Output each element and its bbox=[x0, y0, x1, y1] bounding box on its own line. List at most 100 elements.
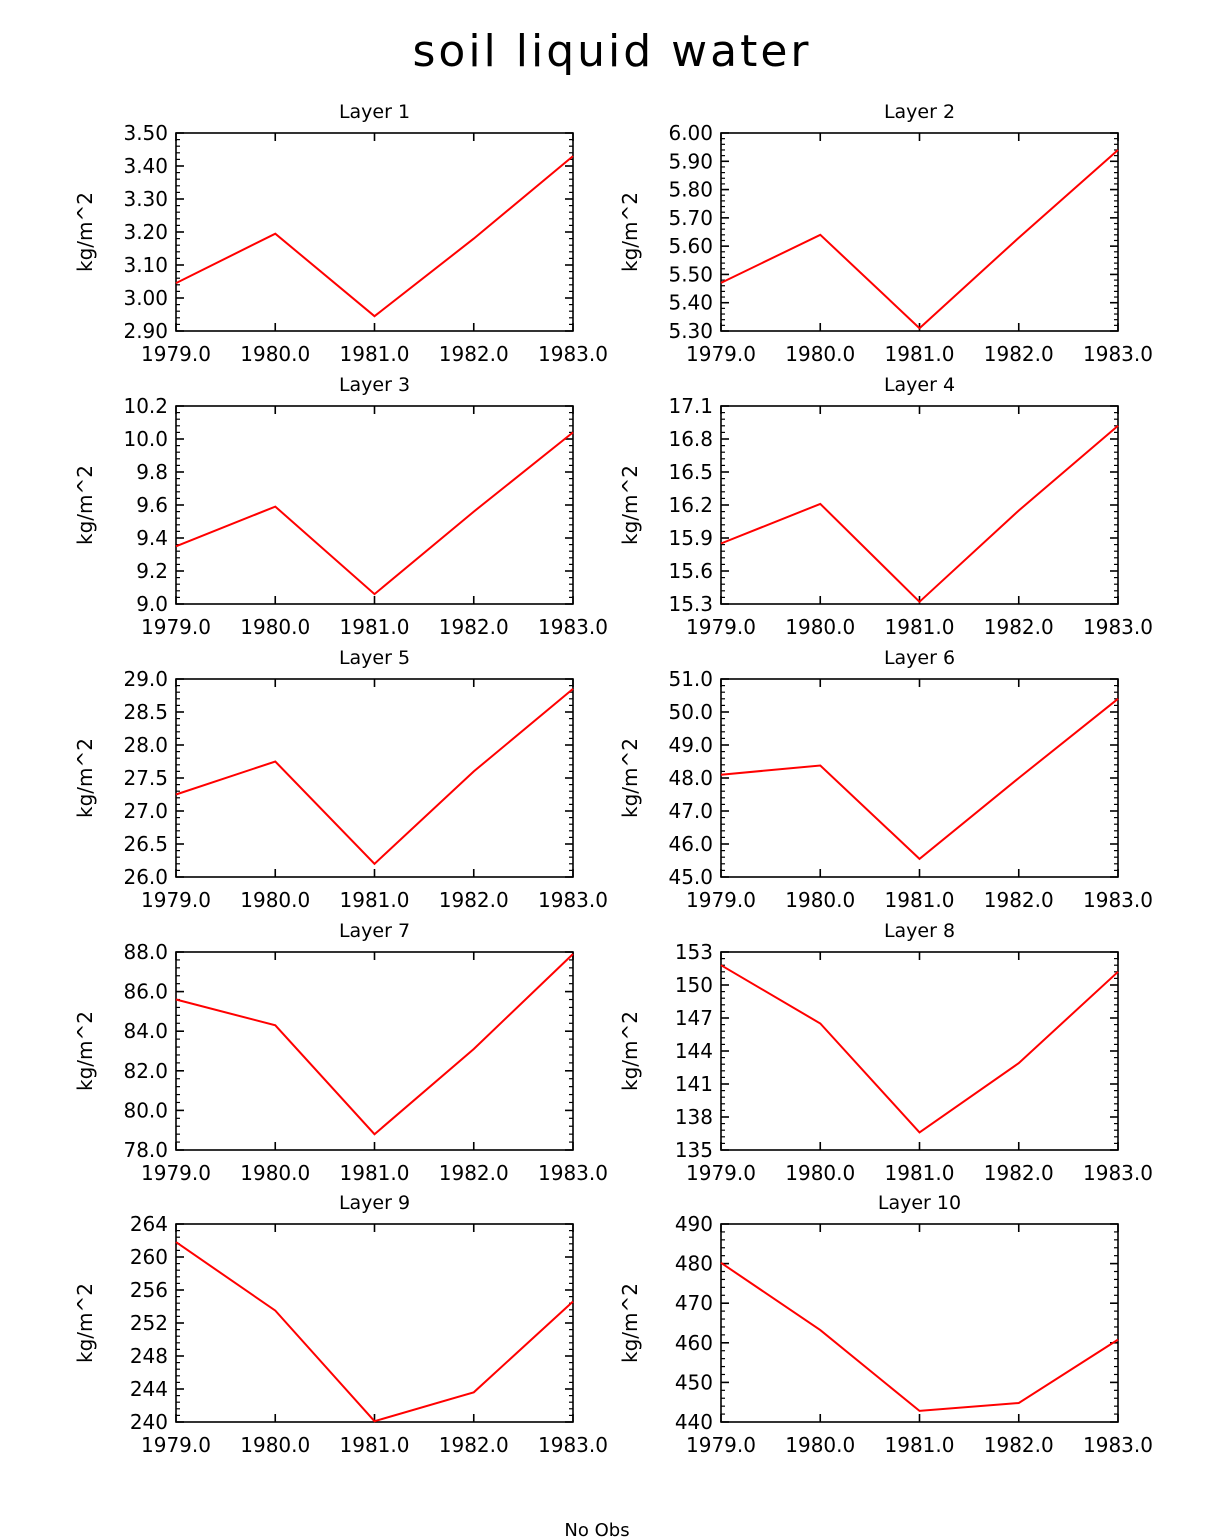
x-tick-label: 1980.0 bbox=[240, 1161, 310, 1185]
y-tick-label: 5.30 bbox=[668, 319, 713, 343]
y-tick-label: 16.5 bbox=[668, 460, 713, 484]
x-tick-label: 1982.0 bbox=[984, 615, 1054, 639]
y-tick-label: 3.10 bbox=[123, 253, 168, 277]
y-tick-label: 490 bbox=[675, 1212, 713, 1236]
x-tick-label: 1980.0 bbox=[240, 1433, 310, 1457]
chart-panel-6: Layer 6 kg/m^2 1979.0 1980.0 1981.0 1982.0 198… bbox=[618, 647, 1153, 912]
x-tick-label: 1981.0 bbox=[340, 342, 410, 366]
x-tick-label: 1982.0 bbox=[439, 888, 509, 912]
panel-title: Layer 7 bbox=[339, 920, 410, 942]
y-tick-label: 28.0 bbox=[123, 733, 168, 757]
data-series-line bbox=[175, 1241, 574, 1423]
y-tick-label: 256 bbox=[130, 1278, 168, 1302]
y-tick-label: 9.6 bbox=[136, 493, 168, 517]
x-tick-label: 1982.0 bbox=[984, 1433, 1054, 1457]
x-tick-label: 1982.0 bbox=[984, 1161, 1054, 1185]
chart-panel-7: Layer 7 kg/m^2 1979.0 1980.0 1981.0 1982.0 198… bbox=[73, 920, 608, 1185]
y-tick-label: 5.60 bbox=[668, 234, 713, 258]
x-tick-label: 1981.0 bbox=[340, 888, 410, 912]
x-tick-label: 1979.0 bbox=[141, 1433, 211, 1457]
panel-title: Layer 9 bbox=[339, 1192, 410, 1214]
y-tick-label: 2.90 bbox=[123, 319, 168, 343]
y-tick-label: 5.90 bbox=[668, 149, 713, 173]
y-tick-label: 6.00 bbox=[668, 121, 713, 145]
data-series-line bbox=[720, 698, 1119, 861]
y-tick-label: 84.0 bbox=[123, 1019, 168, 1043]
panel-title: Layer 10 bbox=[878, 1192, 961, 1214]
data-series-line bbox=[720, 1261, 1119, 1412]
x-tick-label: 1979.0 bbox=[686, 342, 756, 366]
y-tick-label: 260 bbox=[130, 1245, 168, 1269]
y-tick-label: 248 bbox=[130, 1344, 168, 1368]
chart-panel-9: Layer 9 kg/m^2 1979.0 1980.0 1981.0 1982.0 198… bbox=[73, 1192, 608, 1457]
panel-title: Layer 4 bbox=[884, 374, 955, 396]
x-tick-label: 1981.0 bbox=[340, 615, 410, 639]
y-tick-label: 78.0 bbox=[123, 1138, 168, 1162]
y-tick-label: 9.2 bbox=[136, 559, 168, 583]
x-tick-label: 1979.0 bbox=[686, 1433, 756, 1457]
y-tick-label: 51.0 bbox=[668, 667, 713, 691]
x-tick-label: 1981.0 bbox=[885, 615, 955, 639]
x-tick-label: 1980.0 bbox=[785, 342, 855, 366]
y-axis-label: kg/m^2 bbox=[73, 738, 97, 818]
y-tick-label: 5.80 bbox=[668, 178, 713, 202]
panel-title: Layer 8 bbox=[884, 920, 955, 942]
data-series-line bbox=[175, 155, 574, 318]
y-tick-label: 3.20 bbox=[123, 220, 168, 244]
x-tick-label: 1982.0 bbox=[439, 1161, 509, 1185]
x-tick-label: 1981.0 bbox=[885, 342, 955, 366]
x-tick-label: 1980.0 bbox=[785, 615, 855, 639]
x-tick-label: 1979.0 bbox=[141, 342, 211, 366]
y-tick-label: 153 bbox=[675, 940, 713, 964]
x-tick-label: 1983.0 bbox=[538, 1433, 608, 1457]
x-tick-label: 1982.0 bbox=[439, 1433, 509, 1457]
chart-panel-8: Layer 8 kg/m^2 1979.0 1980.0 1981.0 1982.0 198… bbox=[618, 920, 1153, 1185]
chart-panel-1: Layer 1 kg/m^2 1979.0 1980.0 1981.0 1982.0 198… bbox=[73, 101, 608, 366]
x-tick-label: 1982.0 bbox=[439, 615, 509, 639]
y-tick-label: 9.4 bbox=[136, 526, 168, 550]
chart-panel-3: Layer 3 kg/m^2 1979.0 1980.0 1981.0 1982.0 198… bbox=[73, 374, 608, 639]
data-series-line bbox=[720, 149, 1119, 330]
x-tick-label: 1981.0 bbox=[885, 888, 955, 912]
y-axis-label: kg/m^2 bbox=[73, 465, 97, 545]
panel-title: Layer 5 bbox=[339, 647, 410, 669]
x-tick-label: 1980.0 bbox=[785, 888, 855, 912]
y-axis-label: kg/m^2 bbox=[618, 192, 642, 272]
y-tick-label: 264 bbox=[130, 1212, 168, 1236]
x-tick-label: 1983.0 bbox=[1083, 1433, 1153, 1457]
chart-panel-10: Layer 10 kg/m^2 1979.0 1980.0 1981.0 1982.0 19… bbox=[618, 1192, 1153, 1457]
x-tick-label: 1981.0 bbox=[340, 1161, 410, 1185]
y-axis-label: kg/m^2 bbox=[618, 1011, 642, 1091]
y-tick-label: 147 bbox=[675, 1006, 713, 1030]
y-tick-label: 450 bbox=[675, 1370, 713, 1394]
y-tick-label: 150 bbox=[675, 973, 713, 997]
x-tick-label: 1979.0 bbox=[686, 615, 756, 639]
y-tick-label: 10.2 bbox=[123, 394, 168, 418]
x-tick-label: 1982.0 bbox=[439, 342, 509, 366]
x-tick-label: 1980.0 bbox=[240, 342, 310, 366]
y-tick-label: 49.0 bbox=[668, 733, 713, 757]
y-tick-label: 135 bbox=[675, 1138, 713, 1162]
data-series-line bbox=[175, 953, 574, 1136]
y-tick-label: 15.6 bbox=[668, 559, 713, 583]
y-tick-label: 26.0 bbox=[123, 865, 168, 889]
y-tick-label: 5.50 bbox=[668, 262, 713, 286]
y-tick-label: 3.30 bbox=[123, 187, 168, 211]
y-tick-label: 470 bbox=[675, 1291, 713, 1315]
x-tick-label: 1980.0 bbox=[785, 1433, 855, 1457]
y-tick-label: 80.0 bbox=[123, 1098, 168, 1122]
x-tick-label: 1979.0 bbox=[141, 888, 211, 912]
y-tick-label: 47.0 bbox=[668, 799, 713, 823]
y-tick-label: 29.0 bbox=[123, 667, 168, 691]
y-tick-label: 3.00 bbox=[123, 286, 168, 310]
x-tick-label: 1983.0 bbox=[538, 615, 608, 639]
y-tick-label: 480 bbox=[675, 1252, 713, 1276]
data-series-line bbox=[720, 964, 1119, 1134]
x-tick-label: 1979.0 bbox=[141, 615, 211, 639]
x-tick-label: 1981.0 bbox=[885, 1161, 955, 1185]
x-tick-label: 1979.0 bbox=[686, 1161, 756, 1185]
x-tick-label: 1983.0 bbox=[1083, 888, 1153, 912]
x-tick-label: 1982.0 bbox=[984, 888, 1054, 912]
y-axis-label: kg/m^2 bbox=[618, 738, 642, 818]
